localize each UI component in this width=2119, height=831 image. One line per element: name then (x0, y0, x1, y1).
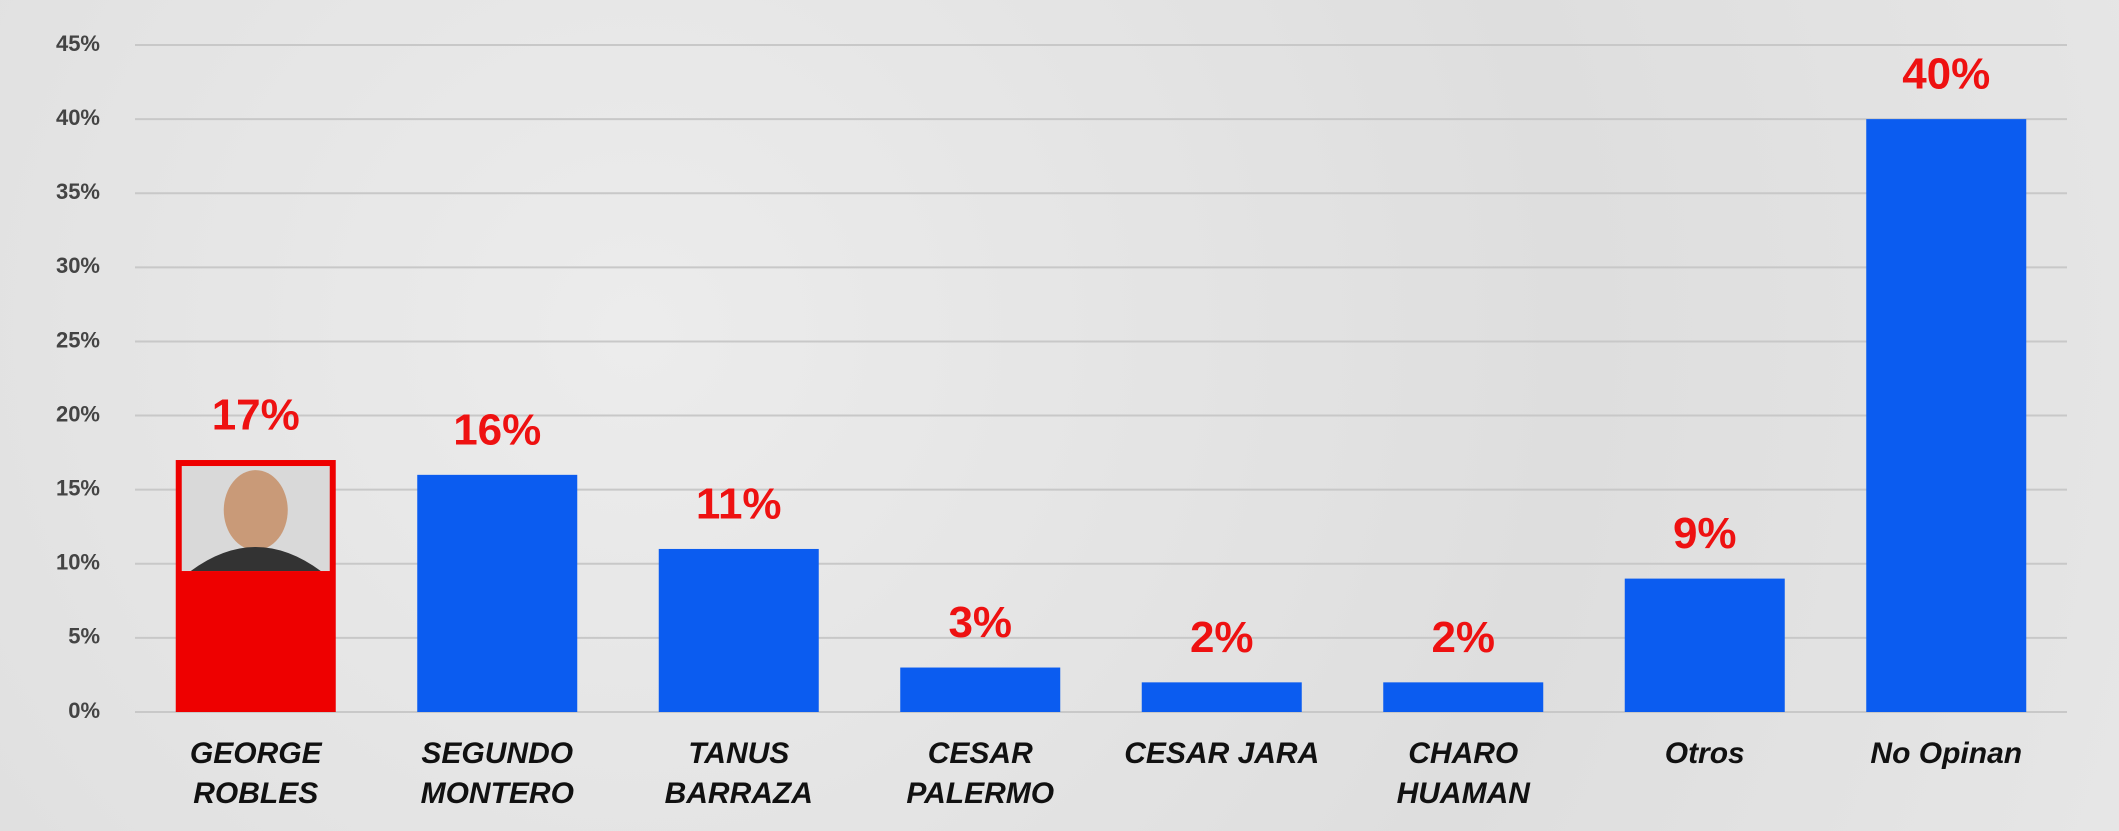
y-tick-label: 5% (68, 624, 100, 649)
value-label: 3% (948, 598, 1012, 647)
y-tick-label: 30% (56, 253, 100, 278)
value-label: 2% (1431, 613, 1495, 662)
bar (659, 549, 819, 712)
y-tick-label: 25% (56, 327, 100, 352)
y-tick-label: 10% (56, 550, 100, 575)
bar (1142, 682, 1302, 712)
x-tick-label: CHARO HUAMAN (1333, 734, 1593, 814)
bar (1625, 579, 1785, 712)
x-tick-label: GEORGE ROBLES (126, 734, 386, 814)
value-label: 40% (1902, 50, 1990, 99)
value-label: 9% (1673, 509, 1737, 558)
x-tick-label: CESAR JARA (1092, 734, 1352, 774)
bar (1383, 682, 1543, 712)
y-tick-label: 20% (56, 401, 100, 426)
bar (417, 475, 577, 712)
y-tick-label: 40% (56, 105, 100, 130)
chart: 0% 5% 10% 15% 20% 25% 30% 35% 40% 45% 17% 16% 11% 3% 2… (0, 0, 2119, 831)
x-tick-label: Otros (1575, 734, 1835, 774)
bar (1866, 119, 2026, 712)
y-tick-label: 0% (68, 698, 100, 723)
y-tick-label: 35% (56, 179, 100, 204)
y-tick-label: 15% (56, 475, 100, 500)
value-label: 11% (696, 480, 782, 529)
photo-face (224, 470, 288, 550)
bar (900, 668, 1060, 712)
x-tick-label: No Opinan (1816, 734, 2076, 774)
x-tick-label: CESAR PALERMO (850, 734, 1110, 814)
value-label: 17% (212, 391, 300, 440)
x-tick-label: SEGUNDO MONTERO (367, 734, 627, 814)
y-tick-label: 45% (56, 31, 100, 56)
x-tick-label: TANUS BARRAZA (609, 734, 869, 814)
value-label: 16% (453, 405, 541, 454)
plot: 0% 5% 10% 15% 20% 25% 30% 35% 40% 45% 17% 16% 11% 3% 2… (0, 0, 2119, 831)
value-label: 2% (1190, 613, 1254, 662)
